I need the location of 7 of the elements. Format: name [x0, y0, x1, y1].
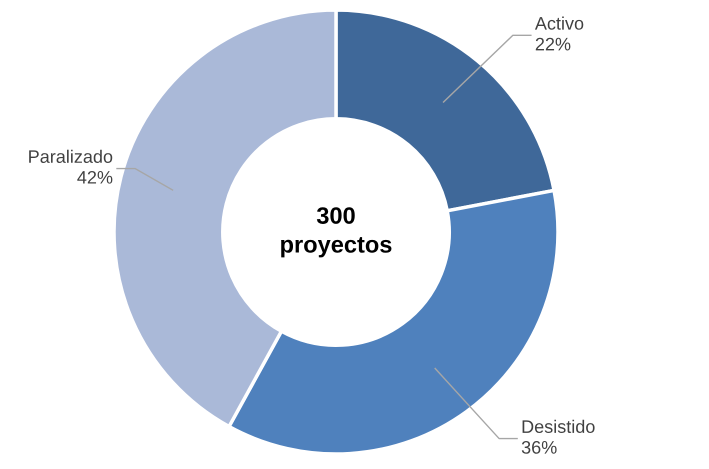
slice-label: Desistido: [522, 420, 595, 434]
slice-label: Activo: [534, 16, 584, 30]
text: 300 proyectos: [281, 207, 392, 258]
data-label: 22%: [536, 38, 570, 50]
slice-label: Paralizado: [29, 150, 112, 163]
data-label: 36%: [522, 440, 557, 454]
data-label: 42%: [77, 170, 112, 184]
